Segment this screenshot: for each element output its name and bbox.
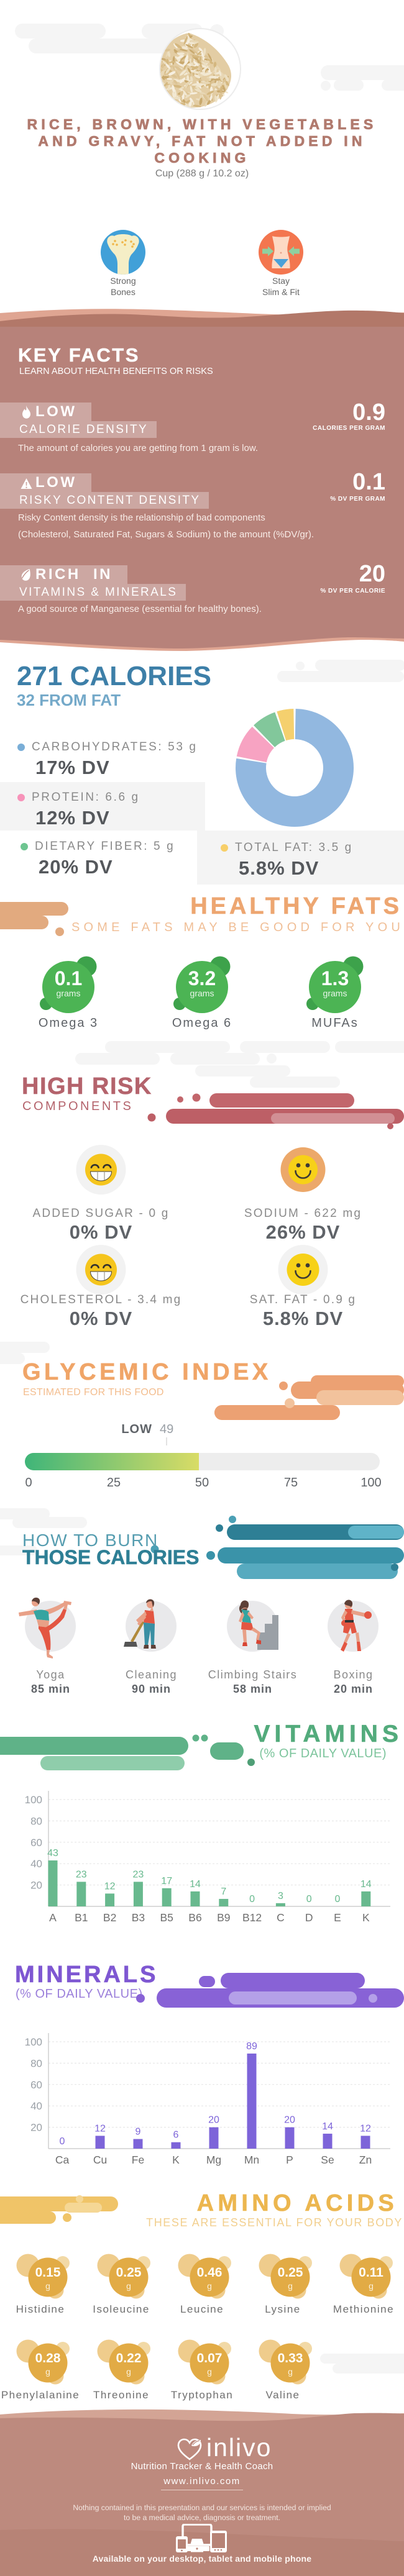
svg-text:0.11: 0.11 xyxy=(359,2265,383,2280)
svg-text:0: 0 xyxy=(60,2136,65,2147)
svg-text:Ca: Ca xyxy=(55,2154,70,2166)
svg-text:0.46: 0.46 xyxy=(197,2265,223,2280)
svg-text:43: 43 xyxy=(47,1848,58,1859)
svg-text:Cu: Cu xyxy=(93,2154,107,2166)
svg-text:g: g xyxy=(207,2281,212,2291)
svg-text:B2: B2 xyxy=(103,1911,116,1924)
svg-text:23: 23 xyxy=(76,1869,87,1880)
svg-text:B12: B12 xyxy=(242,1911,262,1924)
svg-text:0: 0 xyxy=(335,1894,341,1905)
svg-text:9: 9 xyxy=(135,2127,141,2137)
svg-text:g: g xyxy=(126,2281,131,2291)
svg-text:40: 40 xyxy=(30,1858,42,1870)
svg-text:A: A xyxy=(49,1911,57,1924)
svg-text:g: g xyxy=(45,2281,50,2291)
svg-text:6: 6 xyxy=(173,2130,179,2141)
svg-text:Mn: Mn xyxy=(244,2154,259,2166)
svg-text:0.25: 0.25 xyxy=(278,2265,303,2280)
svg-text:12: 12 xyxy=(104,1881,116,1891)
svg-text:Mg: Mg xyxy=(206,2154,221,2166)
svg-text:0.15: 0.15 xyxy=(35,2265,61,2280)
svg-text:17: 17 xyxy=(161,1876,172,1886)
svg-text:20: 20 xyxy=(284,2115,295,2126)
svg-text:23: 23 xyxy=(133,1869,144,1880)
svg-text:14: 14 xyxy=(322,2121,333,2132)
svg-text:14: 14 xyxy=(360,1879,372,1890)
svg-text:0.07: 0.07 xyxy=(197,2351,223,2365)
svg-text:B5: B5 xyxy=(160,1911,173,1924)
svg-text:K: K xyxy=(362,1911,370,1924)
svg-text:g: g xyxy=(288,2367,293,2377)
svg-text:0.33: 0.33 xyxy=(278,2351,303,2365)
svg-text:80: 80 xyxy=(30,1815,42,1827)
svg-text:20: 20 xyxy=(208,2115,219,2126)
svg-text:0.25: 0.25 xyxy=(116,2265,142,2280)
svg-text:B9: B9 xyxy=(217,1911,230,1924)
svg-text:C: C xyxy=(277,1911,285,1924)
svg-text:B1: B1 xyxy=(75,1911,88,1924)
svg-text:Zn: Zn xyxy=(359,2154,372,2166)
svg-text:12: 12 xyxy=(94,2123,106,2134)
svg-text:14: 14 xyxy=(190,1879,201,1890)
svg-text:0.22: 0.22 xyxy=(116,2351,142,2365)
svg-text:60: 60 xyxy=(30,1837,42,1849)
svg-text:12: 12 xyxy=(360,2123,371,2134)
svg-text:40: 40 xyxy=(30,2100,42,2112)
svg-text:100: 100 xyxy=(25,1794,42,1806)
svg-text:g: g xyxy=(288,2281,293,2291)
svg-text:89: 89 xyxy=(246,2041,257,2052)
svg-text:Se: Se xyxy=(321,2154,334,2166)
svg-text:Fe: Fe xyxy=(132,2154,144,2166)
svg-text:P: P xyxy=(286,2154,293,2166)
svg-text:g: g xyxy=(369,2281,374,2291)
svg-text:B6: B6 xyxy=(188,1911,201,1924)
svg-text:E: E xyxy=(334,1911,341,1924)
svg-text:0.28: 0.28 xyxy=(35,2351,61,2365)
svg-text:g: g xyxy=(207,2367,212,2377)
svg-text:20: 20 xyxy=(30,2122,42,2134)
svg-text:7: 7 xyxy=(221,1886,226,1897)
svg-text:3: 3 xyxy=(278,1891,283,1901)
svg-text:B3: B3 xyxy=(132,1911,145,1924)
svg-text:g: g xyxy=(126,2367,131,2377)
svg-text:80: 80 xyxy=(30,2057,42,2069)
svg-text:D: D xyxy=(305,1911,313,1924)
svg-text:100: 100 xyxy=(25,2036,42,2048)
svg-text:60: 60 xyxy=(30,2079,42,2091)
svg-text:K: K xyxy=(172,2154,180,2166)
svg-text:0: 0 xyxy=(249,1894,255,1905)
svg-text:0: 0 xyxy=(306,1894,312,1905)
svg-text:20: 20 xyxy=(30,1880,42,1891)
svg-text:g: g xyxy=(45,2367,50,2377)
